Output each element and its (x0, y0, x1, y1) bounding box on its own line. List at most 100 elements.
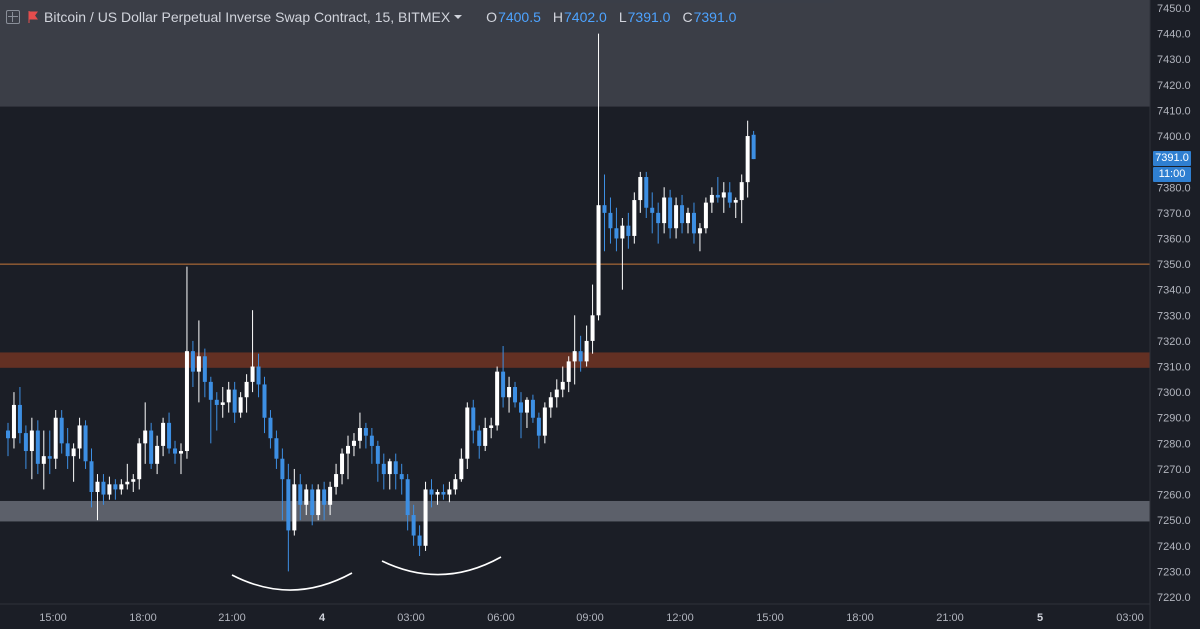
candle (560, 366, 565, 398)
price-axis-label: 7290.0 (1157, 413, 1191, 425)
candle-body (668, 197, 673, 229)
top-zone (0, 0, 1150, 107)
price-axis-label: 7440.0 (1157, 29, 1191, 41)
support-zone (0, 500, 1150, 522)
time-axis-label: 4 (319, 612, 326, 624)
candle (262, 376, 267, 434)
candle-body (340, 453, 345, 475)
candle-body (357, 427, 362, 441)
candle (47, 430, 52, 475)
candle (441, 484, 446, 500)
candle-body (697, 228, 702, 234)
candle-body (727, 192, 732, 203)
candle-body (161, 422, 166, 446)
candle-body (483, 427, 488, 446)
price-axis-label: 7370.0 (1157, 208, 1191, 220)
price-axis (1150, 0, 1200, 629)
candle-body (518, 402, 523, 413)
symbol-title[interactable]: Bitcoin / US Dollar Perpetual Inverse Sw… (44, 9, 451, 25)
candle-body (190, 351, 195, 372)
candle-body (83, 425, 88, 462)
candle-body (739, 182, 744, 201)
candle (196, 320, 201, 403)
candle (310, 484, 315, 526)
candle-body (578, 351, 583, 362)
candle-body (214, 399, 219, 405)
candle-body (536, 417, 541, 436)
candle-body (184, 351, 189, 452)
candle-body (77, 425, 82, 449)
candle-body (71, 448, 76, 457)
candle (232, 381, 237, 423)
candle-body (447, 489, 452, 495)
candle-body (524, 399, 529, 413)
candle (381, 453, 386, 490)
candle-body (286, 479, 291, 531)
candle (65, 427, 70, 469)
price-axis-label: 7230.0 (1157, 566, 1191, 578)
candle-body (733, 200, 738, 203)
candle (298, 474, 303, 521)
candle-body (363, 427, 368, 436)
candle (35, 420, 40, 475)
candle-body (495, 371, 500, 426)
grid-menu-icon[interactable] (6, 10, 20, 24)
candle-body (721, 192, 726, 198)
candle (71, 443, 76, 482)
candle-body (656, 212, 661, 224)
candle-body (745, 136, 750, 183)
candle (733, 197, 738, 218)
candle-body (709, 194, 714, 203)
candle (119, 479, 124, 495)
candle-body (149, 430, 154, 464)
candle-body (674, 205, 679, 229)
candle (322, 481, 327, 521)
candle-body (513, 387, 518, 403)
candle-body (256, 366, 261, 385)
candle-body (501, 371, 506, 398)
candle (250, 310, 255, 393)
candle (167, 412, 172, 454)
candle-body (346, 445, 351, 454)
candle-body (626, 225, 631, 236)
time-axis-label: 18:00 (846, 612, 874, 624)
candle (351, 433, 356, 457)
annotation-arc-right (381, 556, 502, 576)
candle-body (608, 212, 613, 229)
price-axis-label: 7450.0 (1157, 3, 1191, 15)
candle-body (429, 489, 434, 495)
candle (435, 489, 440, 505)
candle (697, 223, 702, 252)
candle-body (638, 177, 643, 201)
time-axis-label: 18:00 (129, 612, 157, 624)
candle (554, 379, 559, 408)
price-axis-label: 7420.0 (1157, 80, 1191, 92)
candle (614, 207, 619, 252)
candle-body (220, 402, 225, 405)
candle (357, 412, 362, 449)
candle-body (644, 177, 649, 208)
time-axis-label: 15:00 (39, 612, 67, 624)
candle-body (507, 387, 512, 398)
candle-body (471, 407, 476, 431)
chevron-down-icon[interactable] (454, 15, 463, 19)
candle-body (620, 225, 625, 239)
candle-body (202, 356, 207, 382)
price-axis-label: 7340.0 (1157, 285, 1191, 297)
candle (399, 463, 404, 495)
candle (411, 504, 416, 546)
candle-body (614, 228, 619, 239)
candle-body (387, 461, 392, 475)
candle (155, 435, 160, 475)
flag-icon[interactable] (28, 11, 38, 23)
candle-body (542, 407, 547, 436)
price-axis-label: 7330.0 (1157, 310, 1191, 322)
chart-legend: Bitcoin / US Dollar Perpetual Inverse Sw… (0, 0, 742, 34)
price-axis-label: 7380.0 (1157, 182, 1191, 194)
candle (59, 410, 64, 454)
candle (518, 392, 523, 439)
candle (334, 463, 339, 495)
top-toolbar-edge (512, 0, 834, 3)
candle (113, 479, 118, 500)
